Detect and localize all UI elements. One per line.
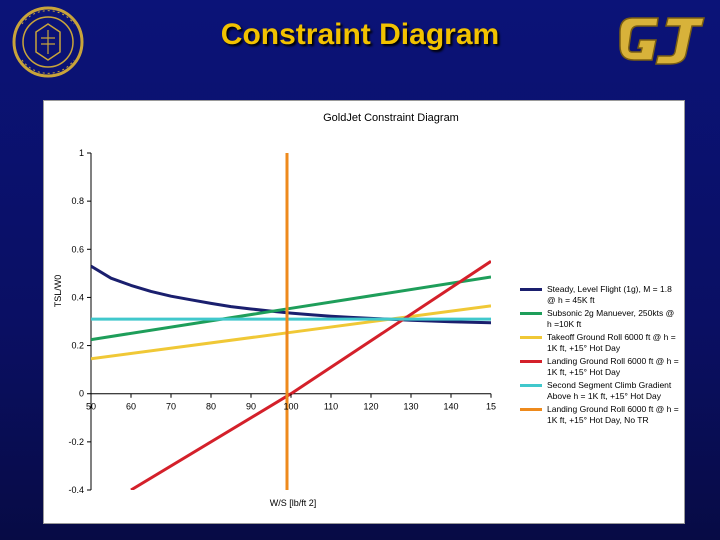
legend-swatch [520, 408, 542, 411]
chart-legend: Steady, Level Flight (1g), M = 1.8 @ h =… [520, 284, 680, 428]
y-tick-label: -0.2 [68, 437, 84, 447]
x-tick-label: 100 [283, 402, 298, 412]
goldjet-gj-logo-icon [619, 17, 705, 65]
chart-title: GoldJet Constraint Diagram [323, 112, 459, 124]
legend-swatch [520, 360, 542, 363]
purdue-university-seal-icon [12, 6, 84, 78]
y-tick-label: 0.4 [71, 292, 84, 302]
y-tick-label: -0.4 [68, 485, 84, 495]
legend-swatch [520, 312, 542, 315]
series-line-4 [130, 260, 491, 490]
slide-title: Constraint Diagram [220, 18, 500, 51]
constraint-chart: GoldJet Constraint Diagram 1 0.8 0.6 0.4 0.2… [53, 112, 496, 508]
legend-item-5: Second Segment Climb Gradient Above h = … [520, 380, 680, 402]
y-tick-label: 1 [79, 148, 84, 158]
legend-swatch [520, 336, 542, 339]
series-line-1 [91, 264, 491, 325]
x-tick-label: 50 [86, 402, 96, 412]
series-layer [91, 153, 491, 490]
x-tick-label: 130 [403, 402, 418, 412]
tick-layer: 1 0.8 0.6 0.4 0.2 0 -0.2 -0.4 50 60 70 80 90 100 110 12… [68, 148, 496, 495]
legend-item-4: Landing Ground Roll 6000 ft @ h = 1K ft,… [520, 356, 680, 378]
x-tick-label: 110 [324, 402, 338, 412]
legend-item-3: Takeoff Ground Roll 6000 ft @ h = 1K ft,… [520, 332, 680, 354]
series-line-3 [91, 304, 491, 361]
legend-item-2: Subsonic 2g Manuever, 250kts @ h =10K ft [520, 308, 680, 330]
y-axis-title: TSL/W0 [53, 275, 63, 308]
y-tick-label: 0 [79, 389, 84, 399]
legend-swatch [520, 384, 542, 387]
y-tick-label: 0.6 [71, 244, 84, 254]
x-tick-label: 70 [166, 402, 176, 412]
x-tick-label: 140 [443, 402, 458, 412]
y-tick-label: 0.8 [71, 196, 84, 206]
chart-panel: GoldJet Constraint Diagram 1 0.8 0.6 0.4 0.2… [43, 100, 685, 524]
x-tick-label: 80 [206, 402, 216, 412]
x-tick-label: 15 [486, 402, 496, 412]
legend-label: Landing Ground Roll 6000 ft @ h = 1K ft,… [547, 356, 679, 377]
legend-item-6: Landing Ground Roll 6000 ft @ h = 1K ft,… [520, 404, 680, 426]
legend-label: Subsonic 2g Manuever, 250kts @ h =10K ft [547, 308, 675, 329]
legend-item-1: Steady, Level Flight (1g), M = 1.8 @ h =… [520, 284, 680, 306]
legend-label: Second Segment Climb Gradient Above h = … [547, 380, 672, 401]
x-axis-title: W/S [lb/ft 2] [270, 498, 317, 508]
legend-swatch [520, 288, 542, 291]
x-tick-label: 60 [126, 402, 136, 412]
x-tick-label: 120 [363, 402, 378, 412]
y-tick-label: 0.2 [71, 341, 84, 351]
series-line-2 [91, 275, 491, 342]
legend-label: Takeoff Ground Roll 6000 ft @ h = 1K ft,… [547, 332, 676, 353]
legend-label: Landing Ground Roll 6000 ft @ h = 1K ft,… [547, 404, 679, 425]
x-tick-label: 90 [246, 402, 256, 412]
legend-label: Steady, Level Flight (1g), M = 1.8 @ h =… [547, 284, 672, 305]
